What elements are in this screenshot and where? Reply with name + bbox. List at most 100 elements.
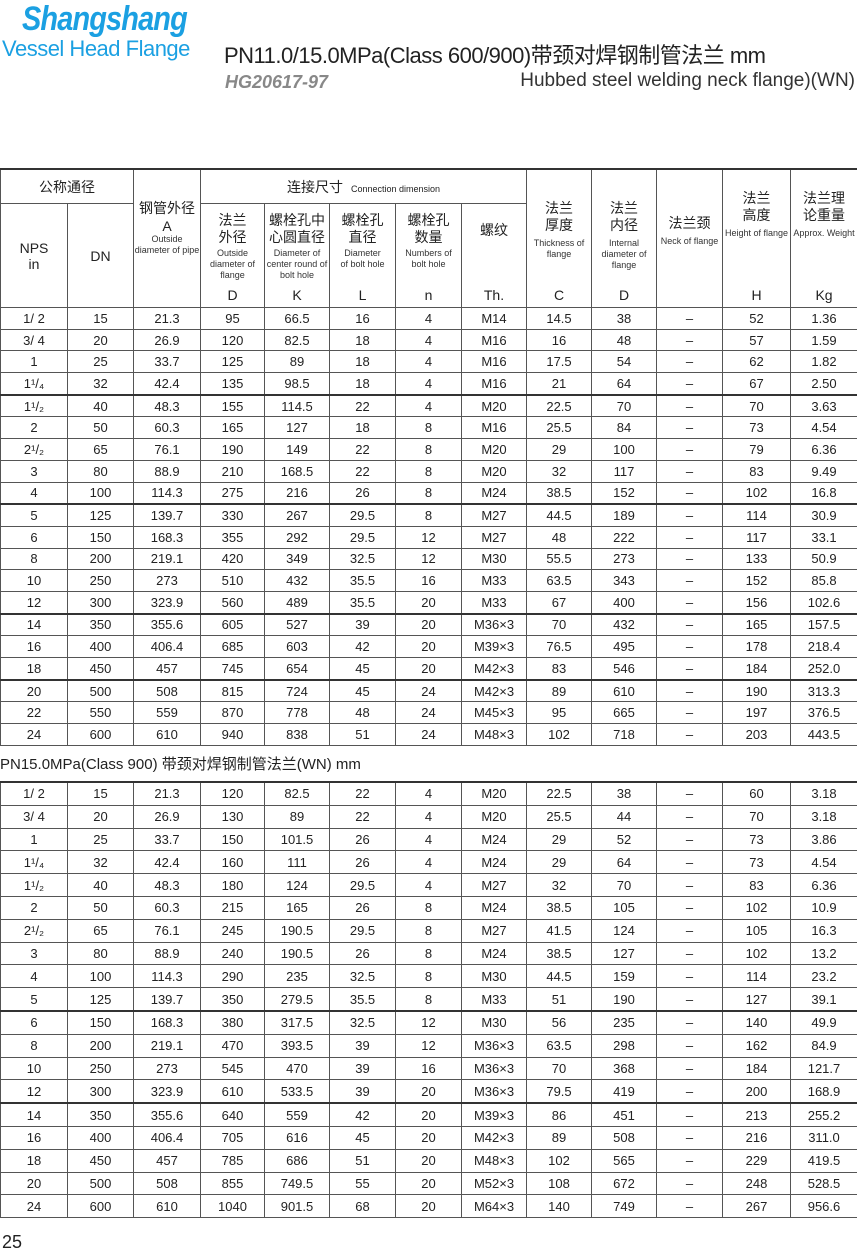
cell-thickness: 38.5 (527, 482, 592, 504)
cell-thread: M24 (462, 828, 527, 851)
cell-pipe-od: 508 (134, 1172, 201, 1195)
cell-neck: – (657, 460, 723, 482)
cell-pipe-od: 88.9 (134, 942, 201, 965)
cell-weight: 313.3 (791, 680, 857, 702)
cell-pipe-od: 42.4 (134, 851, 201, 874)
cell-bolt-num: 20 (396, 658, 462, 680)
cell-bolt-num: 4 (396, 329, 462, 351)
cell-bolt-dia: 39 (330, 614, 396, 636)
cell-bolt-num: 20 (396, 1103, 462, 1126)
cell-inner-dia: 222 (592, 526, 657, 548)
cell-height: 203 (723, 724, 791, 746)
cell-nps: 1¹/₂ (1, 874, 68, 897)
cell-inner-dia: 508 (592, 1126, 657, 1149)
cell-flange-od: 120 (201, 329, 265, 351)
cell-thickness: 140 (527, 1195, 592, 1218)
cell-pipe-od: 355.6 (134, 614, 201, 636)
cell-flange-od: 705 (201, 1126, 265, 1149)
cell-weight: 218.4 (791, 636, 857, 658)
header-symbol: H (723, 287, 790, 303)
cell-nps: 1 (1, 828, 68, 851)
cell-bolt-num: 16 (396, 1057, 462, 1080)
cell-thread: M27 (462, 526, 527, 548)
cell-bolt-num: 8 (396, 439, 462, 461)
cell-thread: M24 (462, 482, 527, 504)
cell-bolt-num: 8 (396, 988, 462, 1011)
cell-inner-dia: 44 (592, 805, 657, 828)
cell-pipe-od: 273 (134, 1057, 201, 1080)
cell-neck: – (657, 942, 723, 965)
cell-pipe-od: 273 (134, 570, 201, 592)
cell-height: 248 (723, 1172, 791, 1195)
cell-thickness: 22.5 (527, 395, 592, 417)
cell-thread: M20 (462, 395, 527, 417)
header-label: 螺栓孔直径 (330, 212, 395, 246)
cell-weight: 252.0 (791, 658, 857, 680)
cell-bolt-circle: 292 (265, 526, 330, 548)
cell-bolt-circle: 686 (265, 1149, 330, 1172)
cell-flange-od: 815 (201, 680, 265, 702)
cell-neck: – (657, 988, 723, 1011)
cell-bolt-num: 12 (396, 548, 462, 570)
cell-bolt-num: 4 (396, 874, 462, 897)
cell-height: 83 (723, 460, 791, 482)
cell-thread: M20 (462, 439, 527, 461)
cell-weight: 3.63 (791, 395, 857, 417)
cell-inner-dia: 610 (592, 680, 657, 702)
cell-bolt-num: 8 (396, 965, 462, 988)
cell-bolt-circle: 393.5 (265, 1034, 330, 1057)
cell-thickness: 22.5 (527, 782, 592, 805)
cell-pipe-od: 508 (134, 680, 201, 702)
cell-thickness: 44.5 (527, 965, 592, 988)
cell-inner-dia: 64 (592, 373, 657, 395)
cell-nps: 10 (1, 570, 68, 592)
cell-thickness: 70 (527, 614, 592, 636)
cell-height: 102 (723, 942, 791, 965)
cell-nps: 4 (1, 965, 68, 988)
header-pipe-od: 钢管外径 A Outside diameter of pipe (134, 169, 201, 308)
cell-neck: – (657, 1149, 723, 1172)
cell-height: 229 (723, 1149, 791, 1172)
cell-thickness: 89 (527, 680, 592, 702)
cell-pipe-od: 21.3 (134, 308, 201, 330)
cell-bolt-dia: 22 (330, 395, 396, 417)
cell-bolt-num: 4 (396, 395, 462, 417)
cell-neck: – (657, 417, 723, 439)
cell-flange-od: 1040 (201, 1195, 265, 1218)
cell-bolt-dia: 39 (330, 1057, 396, 1080)
cell-bolt-dia: 18 (330, 351, 396, 373)
cell-bolt-circle: 127 (265, 417, 330, 439)
cell-height: 79 (723, 439, 791, 461)
cell-flange-od: 610 (201, 1080, 265, 1103)
cell-thickness: 102 (527, 1149, 592, 1172)
cell-dn: 32 (68, 851, 134, 874)
cell-neck: – (657, 591, 723, 613)
header-label: 法兰内径 (592, 200, 656, 234)
cell-weight: 168.9 (791, 1080, 857, 1103)
header-symbol: n (396, 287, 461, 303)
cell-nps: 6 (1, 526, 68, 548)
cell-inner-dia: 100 (592, 439, 657, 461)
cell-bolt-num: 20 (396, 1195, 462, 1218)
header-symbol: Kg (791, 287, 857, 303)
cell-inner-dia: 343 (592, 570, 657, 592)
header-symbol: A (134, 218, 200, 234)
cell-thread: M30 (462, 548, 527, 570)
cell-dn: 300 (68, 591, 134, 613)
cell-flange-od: 350 (201, 988, 265, 1011)
cell-nps: 1/ 2 (1, 308, 68, 330)
cell-pipe-od: 406.4 (134, 1126, 201, 1149)
cell-dn: 300 (68, 1080, 134, 1103)
cell-bolt-dia: 29.5 (330, 919, 396, 942)
